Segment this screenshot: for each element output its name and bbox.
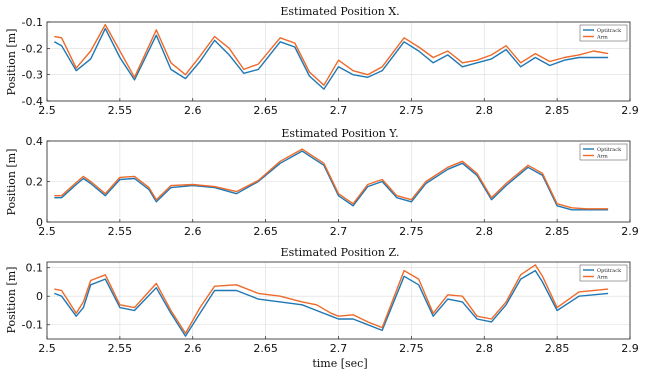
x-tick-label: 2.75 — [399, 342, 424, 355]
x-tick-label: 2.8 — [476, 342, 494, 355]
x-tick-label: 2.7 — [330, 225, 348, 238]
x-tick-label: 2.5 — [38, 104, 56, 117]
x-tick-label: 2.85 — [545, 342, 570, 355]
y-tick-label: -0.2 — [22, 42, 43, 55]
legend-label: Arm — [596, 34, 608, 40]
series-line-arm — [54, 23, 609, 86]
x-tick-label: 2.85 — [545, 104, 570, 117]
y-tick-label: -0.1 — [22, 16, 43, 29]
y-tick-label: 0 — [36, 290, 43, 303]
panel-title: Estimated Position Z. — [281, 246, 400, 259]
x-tick-label: 2.9 — [621, 342, 639, 355]
y-tick-label: 0.4 — [26, 135, 44, 148]
x-tick-label: 2.55 — [108, 225, 133, 238]
y-tick-label: -0.1 — [22, 319, 43, 332]
x-tick-label: 2.6 — [184, 104, 202, 117]
panel-title: Estimated Position X. — [280, 5, 399, 18]
y-axis-label: Position [m] — [5, 149, 18, 216]
panel-position-z: Estimated Position Z. Position [m] time … — [5, 246, 639, 370]
y-tick-label: 0.2 — [26, 176, 44, 189]
legend-label: Arm — [596, 274, 608, 280]
x-tick-label: 2.5 — [38, 225, 56, 238]
x-tick-label: 2.8 — [476, 225, 494, 238]
x-tick-label: 2.7 — [330, 342, 348, 355]
y-axis-label: Position [m] — [5, 267, 18, 334]
panel-position-x: Estimated Position X. Position [m] 2.5 2.… — [5, 5, 639, 117]
y-tick-label: 0 — [36, 216, 43, 229]
y-tick-label: -0.4 — [22, 95, 43, 108]
panel-position-y: Estimated Position Y. Position [m] 2.5 2.… — [5, 127, 639, 238]
legend-label: Arm — [596, 153, 608, 159]
x-tick-label: 2.9 — [621, 104, 639, 117]
legend-label: Optitrack — [597, 28, 622, 34]
x-tick-label: 2.55 — [108, 342, 133, 355]
x-tick-label: 2.65 — [253, 342, 278, 355]
legend-label: Optitrack — [597, 268, 622, 274]
x-axis-label: time [sec] — [312, 357, 367, 370]
x-tick-label: 2.75 — [399, 104, 424, 117]
x-tick-label: 2.5 — [38, 342, 56, 355]
x-tick-label: 2.6 — [184, 342, 202, 355]
x-tick-label: 2.7 — [330, 104, 348, 117]
x-tick-label: 2.85 — [545, 225, 570, 238]
panel-title: Estimated Position Y. — [281, 127, 398, 140]
x-tick-label: 2.55 — [108, 104, 133, 117]
x-tick-label: 2.75 — [399, 225, 424, 238]
plot-area-frame — [46, 21, 631, 102]
x-tick-label: 2.65 — [253, 104, 278, 117]
y-axis-label: Position [m] — [5, 29, 18, 96]
x-tick-label: 2.8 — [476, 104, 494, 117]
x-tick-label: 2.6 — [184, 225, 202, 238]
plot-area-frame — [46, 261, 631, 340]
series-line-optitrack — [54, 269, 609, 337]
series-line-optitrack — [53, 27, 609, 90]
x-tick-label: 2.9 — [621, 225, 639, 238]
series-line-arm — [54, 264, 609, 334]
plot-area-frame — [46, 140, 631, 223]
x-tick-label: 2.65 — [253, 225, 278, 238]
series-line-arm — [54, 148, 609, 210]
series-line-optitrack — [54, 150, 609, 211]
y-tick-label: 0.1 — [26, 262, 44, 275]
y-tick-label: -0.3 — [22, 69, 43, 82]
legend-label: Optitrack — [597, 147, 622, 153]
